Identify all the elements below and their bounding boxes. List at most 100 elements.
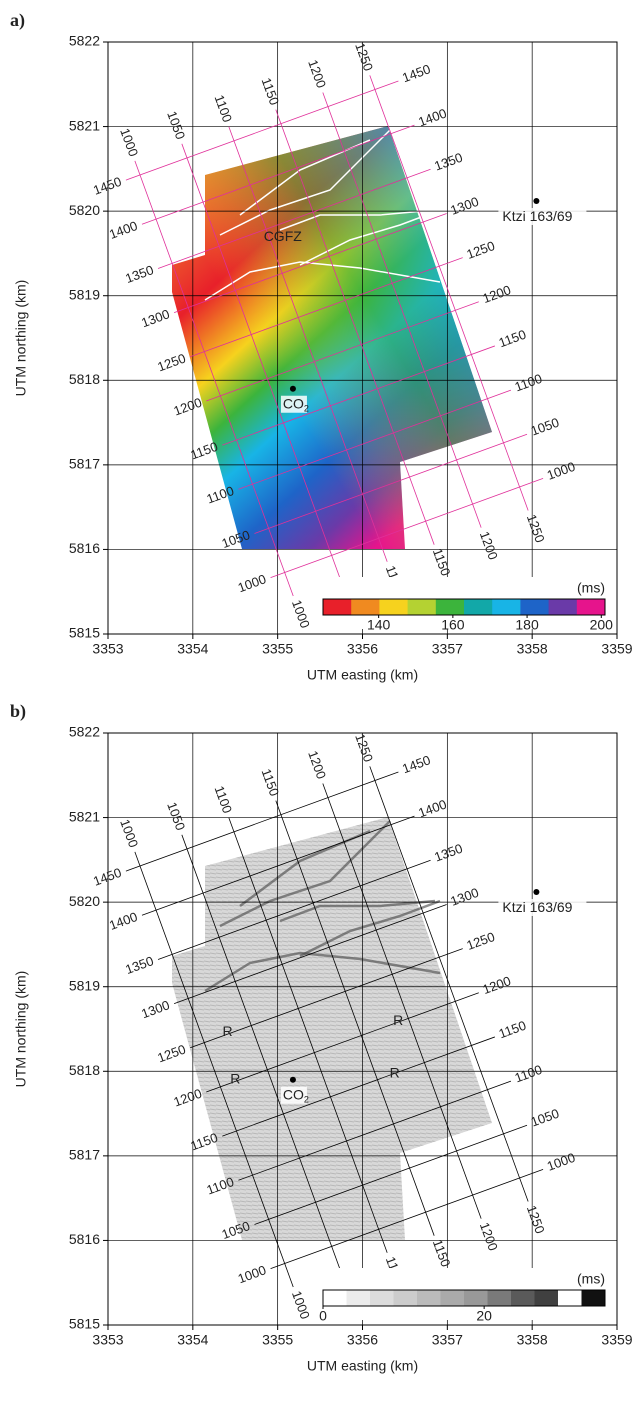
annotation: R xyxy=(390,1065,400,1081)
crossline-label: 1100 xyxy=(212,784,236,815)
x-tick-label: 3354 xyxy=(177,641,208,657)
inline-line xyxy=(190,948,463,1049)
y-tick-label: 5815 xyxy=(69,625,100,641)
fault xyxy=(299,209,441,266)
annotation: R xyxy=(230,1070,240,1086)
y-axis-title: UTM northing (km) xyxy=(13,971,29,1088)
colorbar-tick-label: 0 xyxy=(319,1308,327,1324)
y-tick-label: 5817 xyxy=(69,1147,100,1163)
colorbar-swatch xyxy=(323,599,352,615)
inline-label: 1100 xyxy=(513,371,544,395)
x-tick-label: 3357 xyxy=(432,641,463,657)
inline-line xyxy=(125,771,399,872)
well-subscript: 2 xyxy=(304,404,309,414)
colorbar-swatch xyxy=(511,1290,535,1306)
colorbar-swatch xyxy=(407,599,437,615)
well-label-bg xyxy=(280,1086,307,1104)
well-label-bg xyxy=(280,395,307,413)
colorbar-swatch xyxy=(323,1290,347,1306)
inline-line xyxy=(254,1124,528,1225)
crossline-label: 1100 xyxy=(212,93,236,124)
inline-label: 1350 xyxy=(432,150,464,174)
inline-label: 1000 xyxy=(236,1262,268,1286)
inline-label: 1200 xyxy=(481,973,513,997)
crossline-line xyxy=(322,783,482,1219)
inline-label: 1350 xyxy=(123,953,155,977)
colorbar-tick-label: 200 xyxy=(590,617,614,633)
y-tick-label: 5820 xyxy=(69,202,100,218)
inline-line xyxy=(238,389,512,490)
y-tick-label: 5816 xyxy=(69,1231,100,1247)
x-tick-label: 3353 xyxy=(92,641,123,657)
y-axis-title: UTM northing (km) xyxy=(13,280,29,397)
colorbar-swatch xyxy=(346,1290,371,1306)
fault xyxy=(219,129,391,236)
inline-line xyxy=(190,257,463,358)
y-tick-label: 5819 xyxy=(69,977,100,993)
inline-label: 1400 xyxy=(416,105,448,129)
fault xyxy=(279,899,436,923)
panel: a) 3353 3354 3355 3356 3357 3358 3359 5815 5816 58… xyxy=(10,10,633,683)
inline-line xyxy=(270,1169,544,1269)
colorbar-swatch xyxy=(534,1290,559,1306)
well-name: Ktzi 163/69 xyxy=(502,899,572,915)
crossline-label: 1150 xyxy=(258,767,282,798)
colorbar-swatch xyxy=(576,599,606,615)
x-tick-label: 3358 xyxy=(517,1332,548,1348)
colorbar-swatch xyxy=(464,1290,488,1306)
crossline-label: 1250 xyxy=(524,512,548,544)
well-name: CO xyxy=(283,1086,304,1102)
inline-label: 1250 xyxy=(464,929,496,953)
inline-label: 1150 xyxy=(497,1018,528,1042)
fault xyxy=(204,951,441,993)
crossline-label: 1050 xyxy=(164,800,188,832)
x-tick-label: 3355 xyxy=(262,641,293,657)
colorbar-unit: (ms) xyxy=(577,1271,605,1287)
crossline-label: 1150 xyxy=(430,1237,454,1268)
inline-line xyxy=(173,213,447,314)
y-tick-label: 5819 xyxy=(69,286,100,302)
crossline-label: 1250 xyxy=(352,41,376,73)
crossline-line xyxy=(369,75,529,511)
x-axis-title: UTM easting (km) xyxy=(307,1358,418,1374)
well-label-bg xyxy=(498,207,587,225)
inline-label: 1350 xyxy=(123,262,155,286)
y-tick-label: 5821 xyxy=(69,117,100,133)
colorbar-tick-label: 20 xyxy=(476,1308,492,1324)
inline-label: 1250 xyxy=(155,350,187,374)
inline-line xyxy=(157,859,431,960)
inline-label: 1100 xyxy=(513,1062,544,1086)
well xyxy=(533,888,540,895)
crossline-line xyxy=(134,160,294,597)
panel-label: a) xyxy=(10,10,25,31)
crossline-line xyxy=(228,126,388,562)
inline-label: 1250 xyxy=(155,1041,187,1065)
inline-label: 1200 xyxy=(171,1086,203,1110)
inline-line xyxy=(270,478,544,578)
inline-label: 1450 xyxy=(400,61,432,85)
well-label: Ktzi 163/69 xyxy=(502,899,572,915)
survey-area-overlay xyxy=(172,126,492,549)
well-label: Ktzi 163/69 xyxy=(502,208,572,224)
x-tick-label: 3356 xyxy=(347,641,378,657)
inline-line xyxy=(141,124,415,225)
colorbar-swatch xyxy=(558,1290,582,1306)
inline-label: 1450 xyxy=(91,174,123,198)
x-axis-title: UTM easting (km) xyxy=(307,667,418,683)
colorbar-tick-label: 140 xyxy=(367,617,391,633)
fault xyxy=(219,820,391,928)
inline-label: 1400 xyxy=(107,909,139,933)
inline-line xyxy=(125,80,399,181)
crossline-label: 1000 xyxy=(289,1289,313,1321)
colorbar-swatch xyxy=(393,1290,418,1306)
well-label: CO2 xyxy=(283,1086,309,1105)
well-subscript: 2 xyxy=(304,1095,309,1105)
y-tick-label: 5818 xyxy=(69,1062,100,1078)
crossline-line xyxy=(181,143,341,580)
colorbar-swatch xyxy=(548,599,578,615)
well-label-bg xyxy=(498,898,587,916)
inline-label: 1350 xyxy=(432,841,464,865)
crossline-line xyxy=(322,92,482,528)
inline-line xyxy=(222,345,496,446)
